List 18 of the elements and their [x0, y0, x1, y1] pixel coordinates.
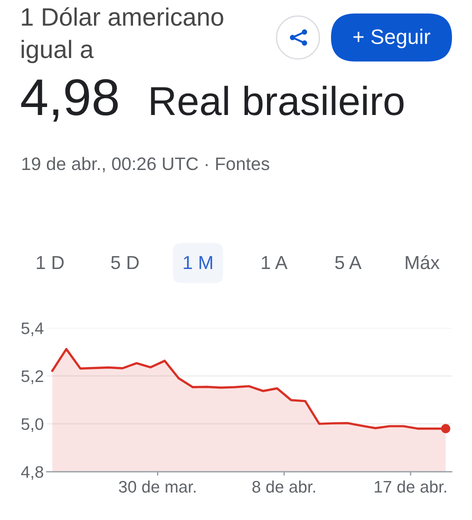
text: Máx [406, 255, 440, 270]
text: 1 D [36, 256, 64, 269]
text: 19 de abr., 00:26 UTC · Fontes [22, 156, 270, 172]
y-tick-label: 5,4 [21, 322, 44, 336]
chart-title: 1 Dólar americano igual a [22, 7, 224, 64]
text: 1 A [262, 256, 288, 269]
x-tick-label: 17 de abr. [374, 480, 446, 493]
y-tick-label: 5,2 [21, 370, 44, 384]
text: + Seguir [353, 28, 430, 48]
text: 5 A [335, 256, 362, 270]
text: Real brasileiro [151, 86, 404, 116]
x-tick-label: 8 de abr. [252, 480, 316, 493]
y-tick-label: 5,0 [21, 418, 44, 432]
text: 1 M [184, 256, 212, 269]
text: 5 D [111, 256, 139, 270]
x-tick-label: 30 de mar. [118, 480, 196, 493]
text: 4,98 [21, 79, 118, 122]
y-tick-label: 4,8 [21, 466, 44, 480]
